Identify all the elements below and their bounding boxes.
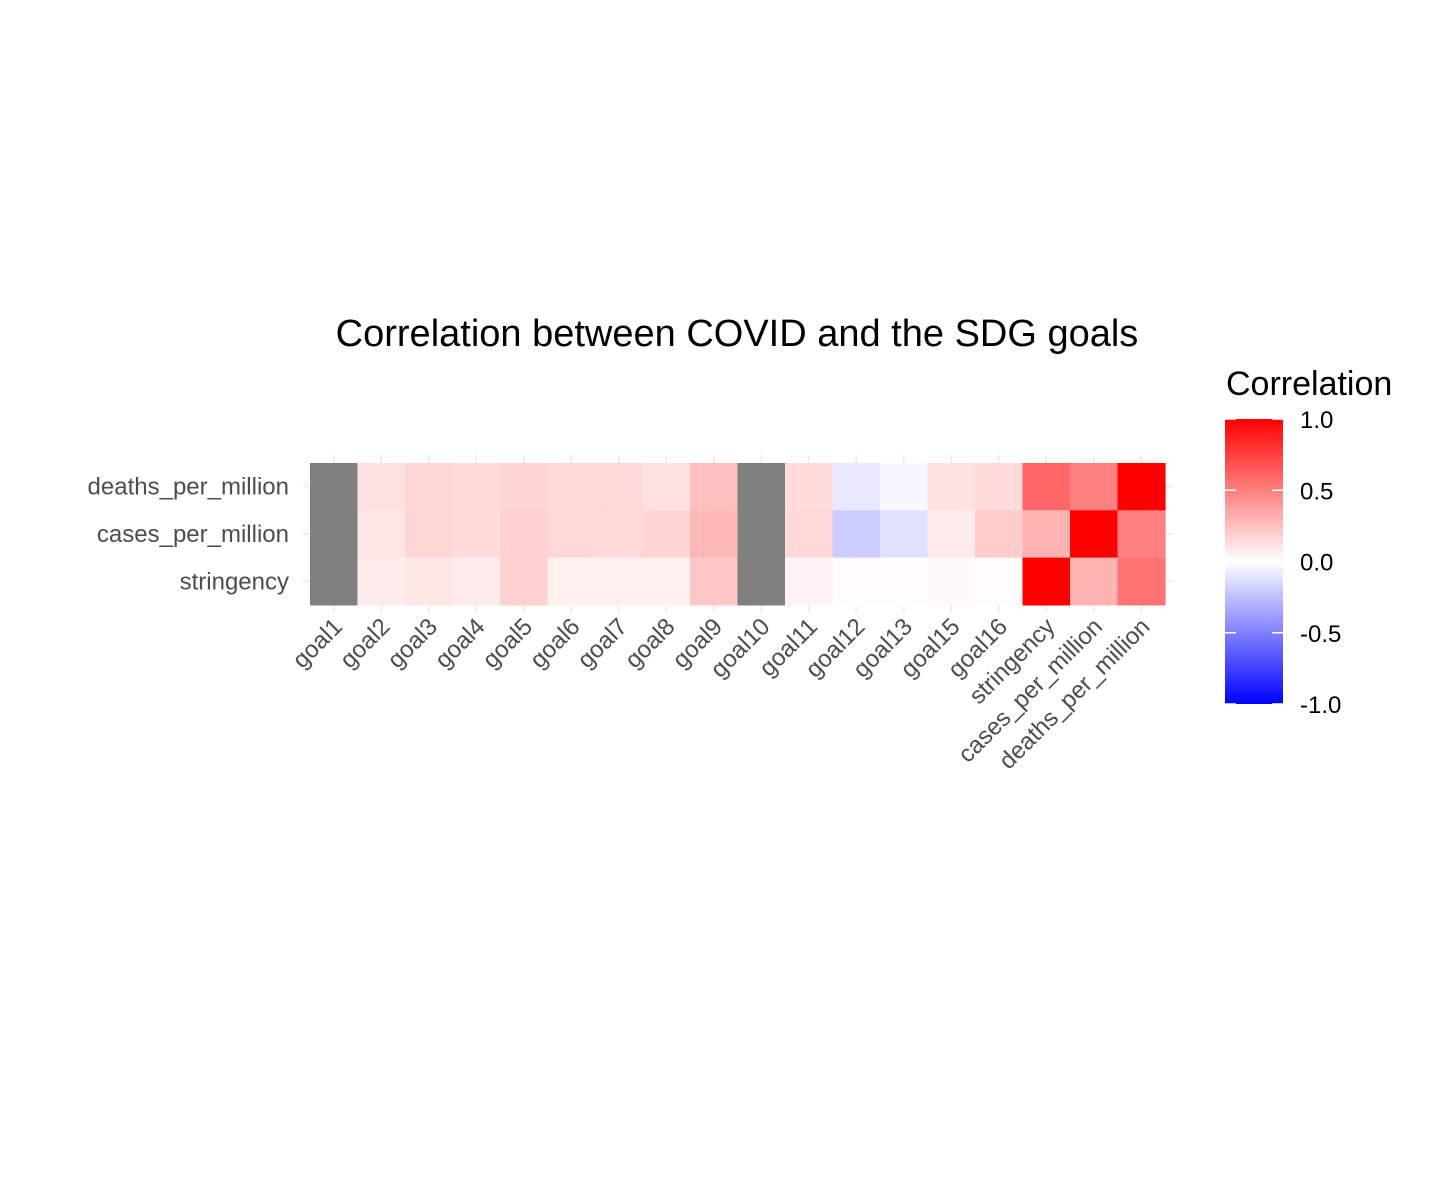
heatmap-cell-stringency-goal5 [500,557,549,606]
heatmap-cell-stringency-stringency [1022,557,1071,606]
heatmap-cell-cases_per_million-goal4 [452,510,501,559]
y-tick-label: deaths_per_million [88,474,289,501]
heatmap-cell-stringency-goal11 [785,557,834,606]
heatmap-cell-deaths_per_million-goal4 [452,463,501,511]
heatmap-cell-deaths_per_million-cases_per_million [1070,463,1119,511]
heatmap-cell-stringency-goal4 [452,557,501,606]
heatmap-cell-deaths_per_million-goal3 [405,463,454,511]
x-tick-label: goal3 [382,613,443,674]
heatmap-cell-deaths_per_million-goal1 [310,463,359,511]
heatmap-cell-stringency-goal10 [737,557,786,606]
y-tick-label: stringency [180,568,289,595]
heatmap-cell-cases_per_million-goal16 [975,510,1024,559]
x-tick-label: goal2 [335,613,396,674]
heatmap-cell-deaths_per_million-goal10 [737,463,786,511]
legend-ticks: 1.0 0.5 0.0 -0.5 -1.0 [1225,407,1341,719]
heatmap-cell-cases_per_million-goal2 [357,510,406,559]
heatmap-cell-cases_per_million-goal10 [737,510,786,559]
heatmap-cell-deaths_per_million-goal5 [500,463,549,511]
heatmap-cell-deaths_per_million-deaths_per_million [1117,463,1166,511]
heatmap-cell-cases_per_million-goal13 [880,510,929,559]
heatmap-cell-stringency-goal9 [690,557,739,606]
legend-tick-label: 0.0 [1300,550,1333,577]
y-tick-label: cases_per_million [97,521,289,548]
heatmap-cell-stringency-goal1 [310,557,359,606]
heatmap-cell-deaths_per_million-goal7 [595,463,644,511]
heatmap-cell-stringency-goal12 [832,557,881,606]
heatmap-cell-deaths_per_million-goal16 [975,463,1024,511]
heatmap-cell-deaths_per_million-goal15 [927,463,976,511]
legend-tick-label: -1.0 [1300,692,1341,719]
heatmap-cell-stringency-deaths_per_million [1117,557,1166,606]
heatmap-cell-cases_per_million-goal12 [832,510,881,559]
x-tick-label: goal1 [287,613,348,674]
heatmap-cell-stringency-goal8 [642,557,691,606]
heatmap-cell-deaths_per_million-goal9 [690,463,739,511]
heatmap-cell-deaths_per_million-goal13 [880,463,929,511]
heatmap-cell-stringency-goal2 [357,557,406,606]
x-tick-label: goal8 [620,613,681,674]
heatmap-cell-cases_per_million-goal3 [405,510,454,559]
heatmap-cell-cases_per_million-deaths_per_million [1117,510,1166,559]
heatmap-cell-stringency-goal16 [975,557,1024,606]
x-tick-label: goal4 [430,613,491,674]
heatmap-cell-stringency-goal7 [595,557,644,606]
heatmap-cells [310,463,1166,606]
heatmap-cell-cases_per_million-goal8 [642,510,691,559]
heatmap-cell-stringency-goal6 [547,557,596,606]
heatmap-cell-cases_per_million-goal1 [310,510,359,559]
x-tick-label: goal5 [477,613,538,674]
heatmap-cell-deaths_per_million-goal12 [832,463,881,511]
heatmap-cell-cases_per_million-goal6 [547,510,596,559]
heatmap-cell-cases_per_million-goal15 [927,510,976,559]
chart-title: Correlation between COVID and the SDG go… [336,313,1139,355]
heatmap-cell-cases_per_million-goal7 [595,510,644,559]
color-legend: Correlation 1.0 0.5 0.0 -0.5 -1.0 [1225,365,1392,719]
heatmap-cell-cases_per_million-goal11 [785,510,834,559]
heatmap-cell-deaths_per_million-stringency [1022,463,1071,511]
x-axis-tick-labels: goal1goal2goal3goal4goal5goal6goal7goal8… [287,613,1155,775]
legend-title: Correlation [1226,365,1392,403]
x-tick-label: goal6 [525,613,586,674]
x-tick-label: goal7 [572,613,633,674]
legend-tick-label: -0.5 [1300,621,1341,648]
heatmap-cell-cases_per_million-goal5 [500,510,549,559]
legend-tick-label: 1.0 [1300,407,1333,434]
legend-tick-label: 0.5 [1300,478,1333,505]
heatmap-cell-cases_per_million-stringency [1022,510,1071,559]
heatmap-cell-deaths_per_million-goal8 [642,463,691,511]
heatmap-cell-cases_per_million-cases_per_million [1070,510,1119,559]
heatmap-cell-cases_per_million-goal9 [690,510,739,559]
heatmap-cell-stringency-goal3 [405,557,454,606]
heatmap-cell-deaths_per_million-goal6 [547,463,596,511]
y-axis-tick-labels: deaths_per_million cases_per_millionstrin… [88,474,289,596]
heatmap-cell-stringency-goal13 [880,557,929,606]
heatmap-cell-stringency-goal15 [927,557,976,606]
heatmap-cell-stringency-cases_per_million [1070,557,1119,606]
heatmap-cell-deaths_per_million-goal11 [785,463,834,511]
heatmap-cell-deaths_per_million-goal2 [357,463,406,511]
